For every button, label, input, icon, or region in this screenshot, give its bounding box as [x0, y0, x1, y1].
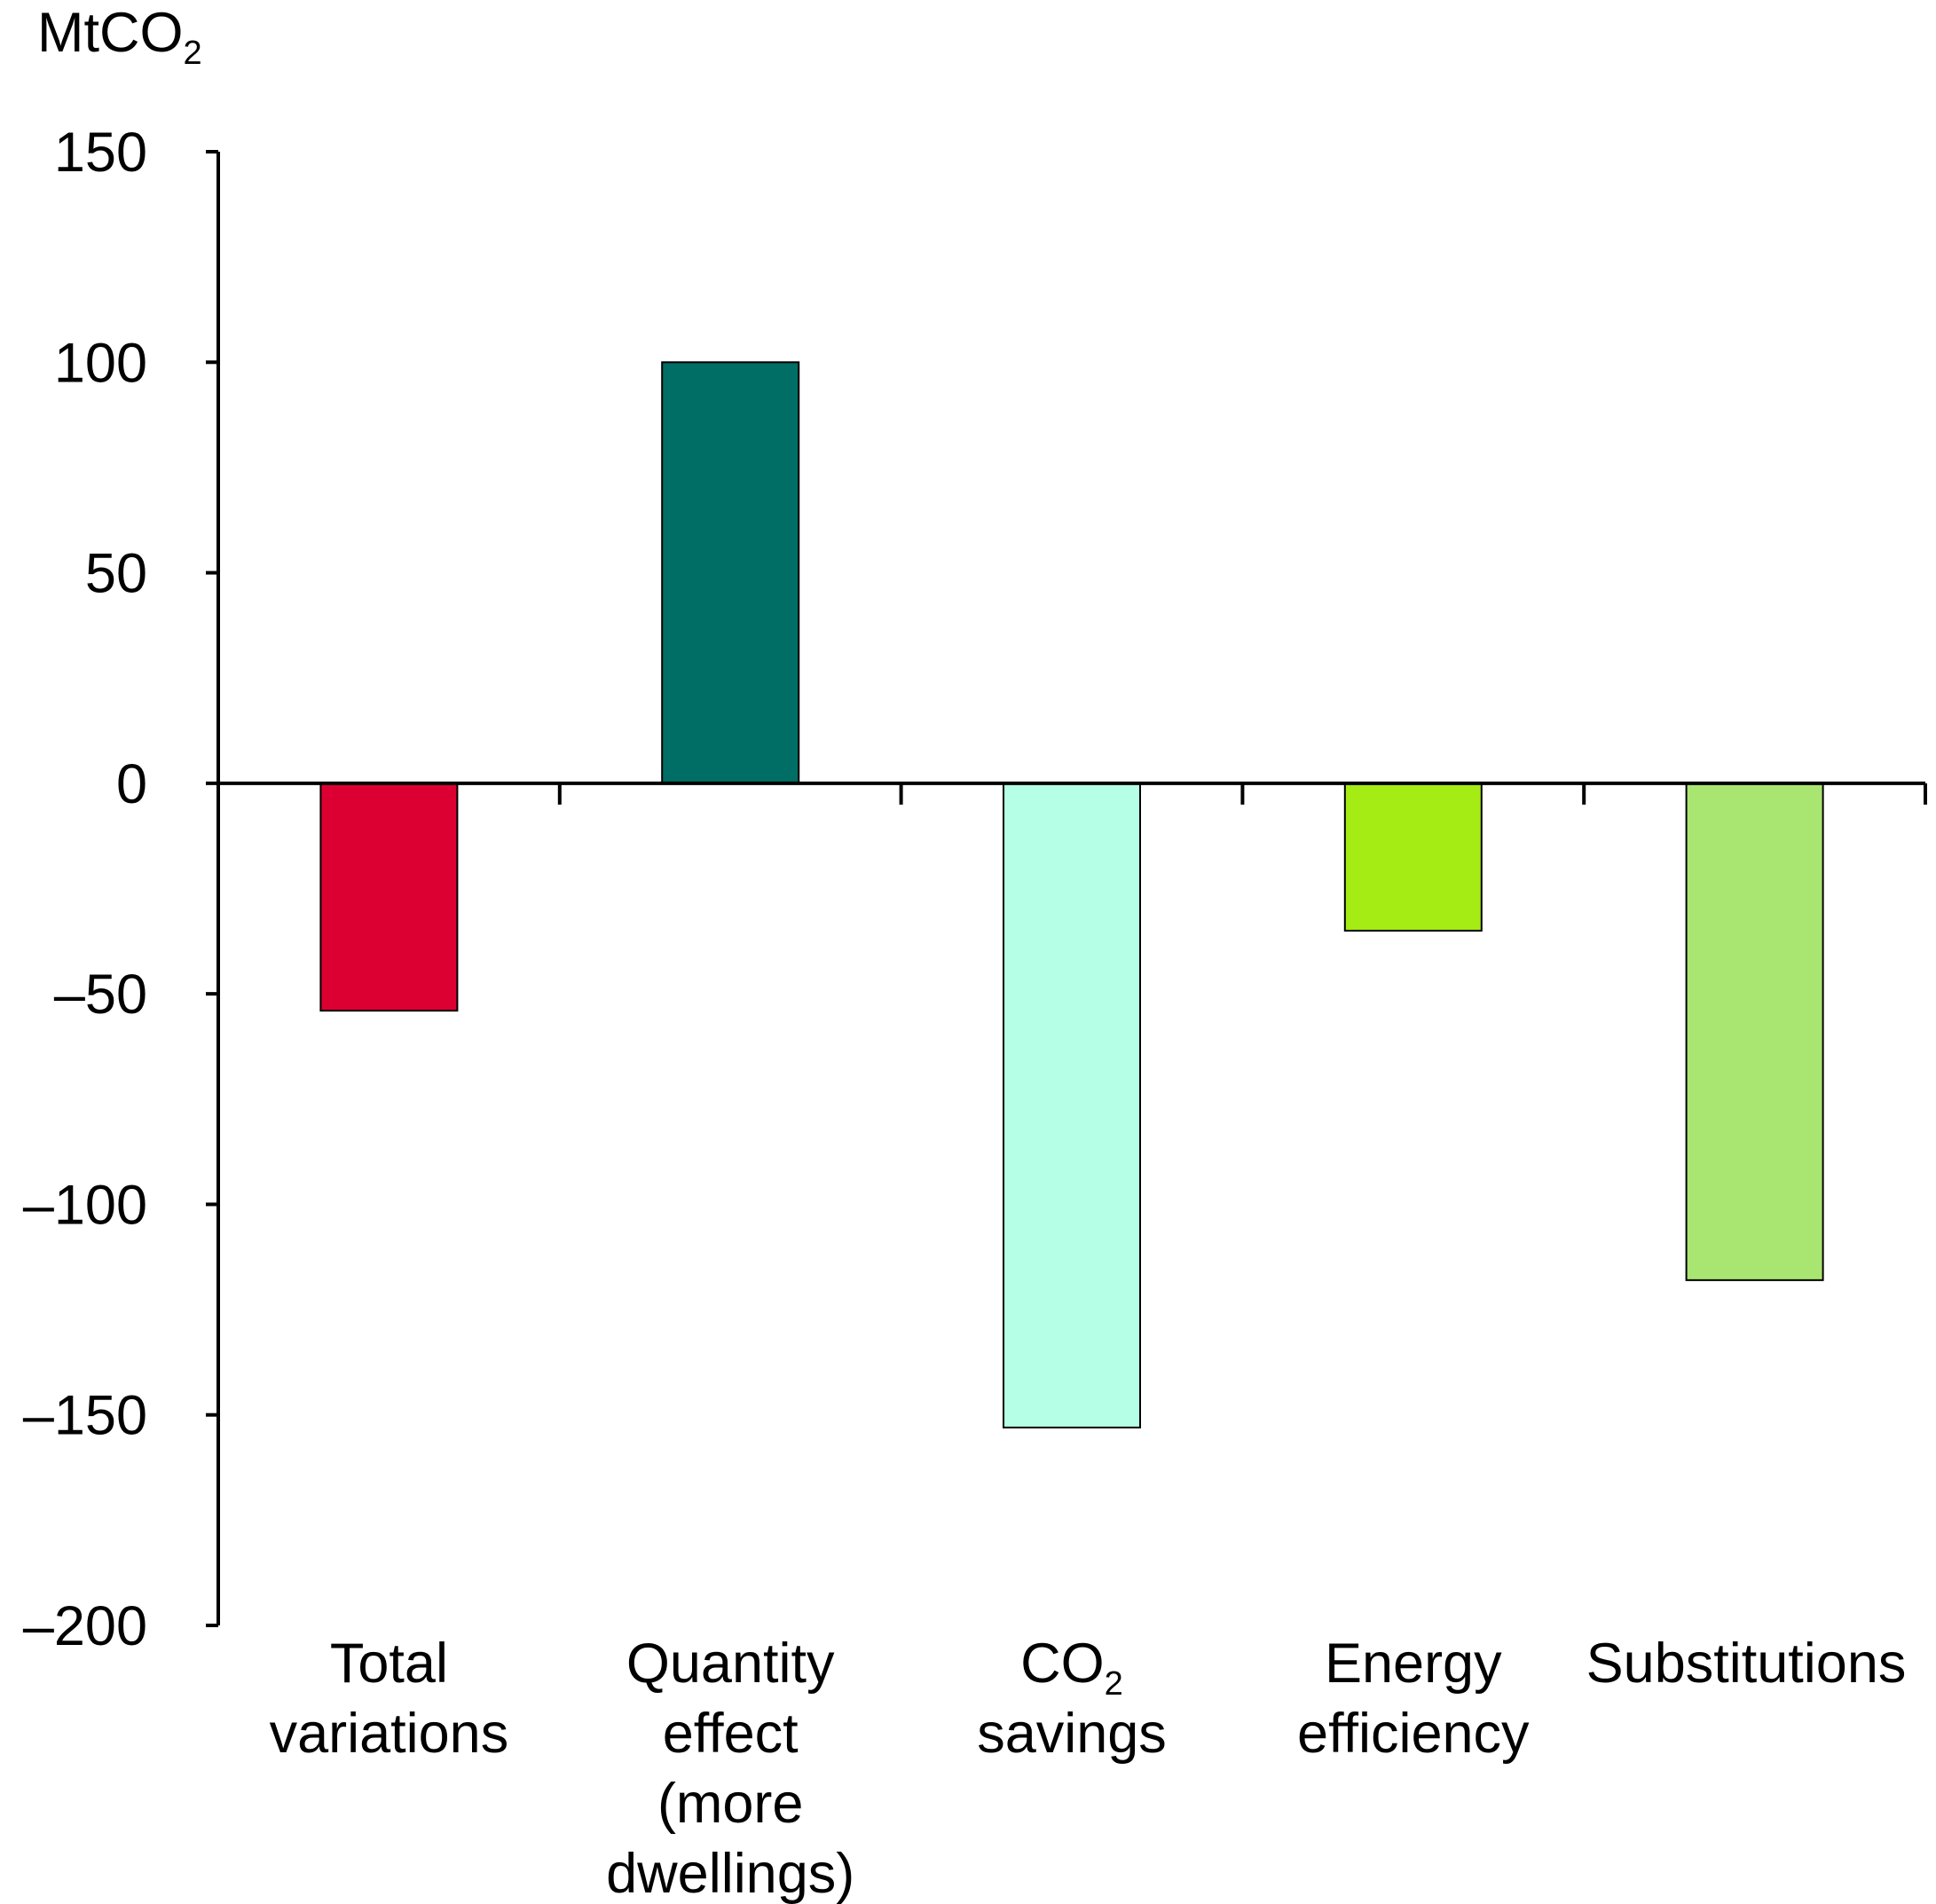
- x-category-label: CO2 savings: [977, 1633, 1167, 1765]
- y-tick-label: 150: [54, 122, 147, 184]
- axes: [216, 152, 1927, 1625]
- y-tick-label: –100: [23, 1174, 147, 1236]
- x-category-label: Quantity effect (more dwellings): [606, 1633, 854, 1904]
- y-axis-unit-main: MtCO: [37, 2, 183, 64]
- y-axis-unit-subscript: 2: [183, 35, 201, 72]
- x-category-label: Energy efficiency: [1297, 1633, 1530, 1765]
- bars: [319, 361, 1824, 1428]
- y-tick-label: –200: [23, 1595, 147, 1657]
- bar: [319, 782, 459, 1012]
- x-category-label: Total variations: [270, 1633, 509, 1765]
- x-category-label-line: Substitutions: [1586, 1633, 1907, 1695]
- x-category-label-subscript: 2: [1105, 1665, 1123, 1703]
- x-category-label-line: savings: [977, 1703, 1167, 1765]
- y-axis-unit-label: MtCO2: [37, 2, 202, 72]
- category-labels: Total variations Quantity effect (more dwelli…: [270, 1633, 1907, 1904]
- bar: [1685, 782, 1824, 1281]
- y-tick-label: 0: [116, 753, 147, 815]
- x-category-label-line: Energy: [1325, 1633, 1502, 1695]
- x-category-label-line: dwellings): [606, 1843, 854, 1904]
- y-tick-label: 100: [54, 332, 147, 394]
- x-category-label-line: variations: [270, 1703, 509, 1765]
- y-tick-label: –50: [54, 964, 147, 1026]
- x-category-label-line: Quantity: [626, 1633, 835, 1695]
- bar: [1343, 782, 1483, 932]
- x-category-label-line: CO: [1020, 1633, 1105, 1695]
- y-axis-ticks: 150 100 50 0 –50 –100 –150 –200: [23, 122, 218, 1657]
- x-category-label-line: effect: [663, 1703, 799, 1765]
- bar: [1003, 782, 1141, 1428]
- bar: [661, 361, 800, 784]
- y-tick-label: –150: [23, 1385, 147, 1447]
- x-category-label-line: efficiency: [1297, 1703, 1530, 1765]
- x-category-label-line: (more: [657, 1773, 804, 1835]
- x-category-label: Substitutions: [1586, 1633, 1907, 1695]
- y-tick-label: 50: [85, 543, 147, 605]
- x-category-label-line: Total: [330, 1633, 448, 1695]
